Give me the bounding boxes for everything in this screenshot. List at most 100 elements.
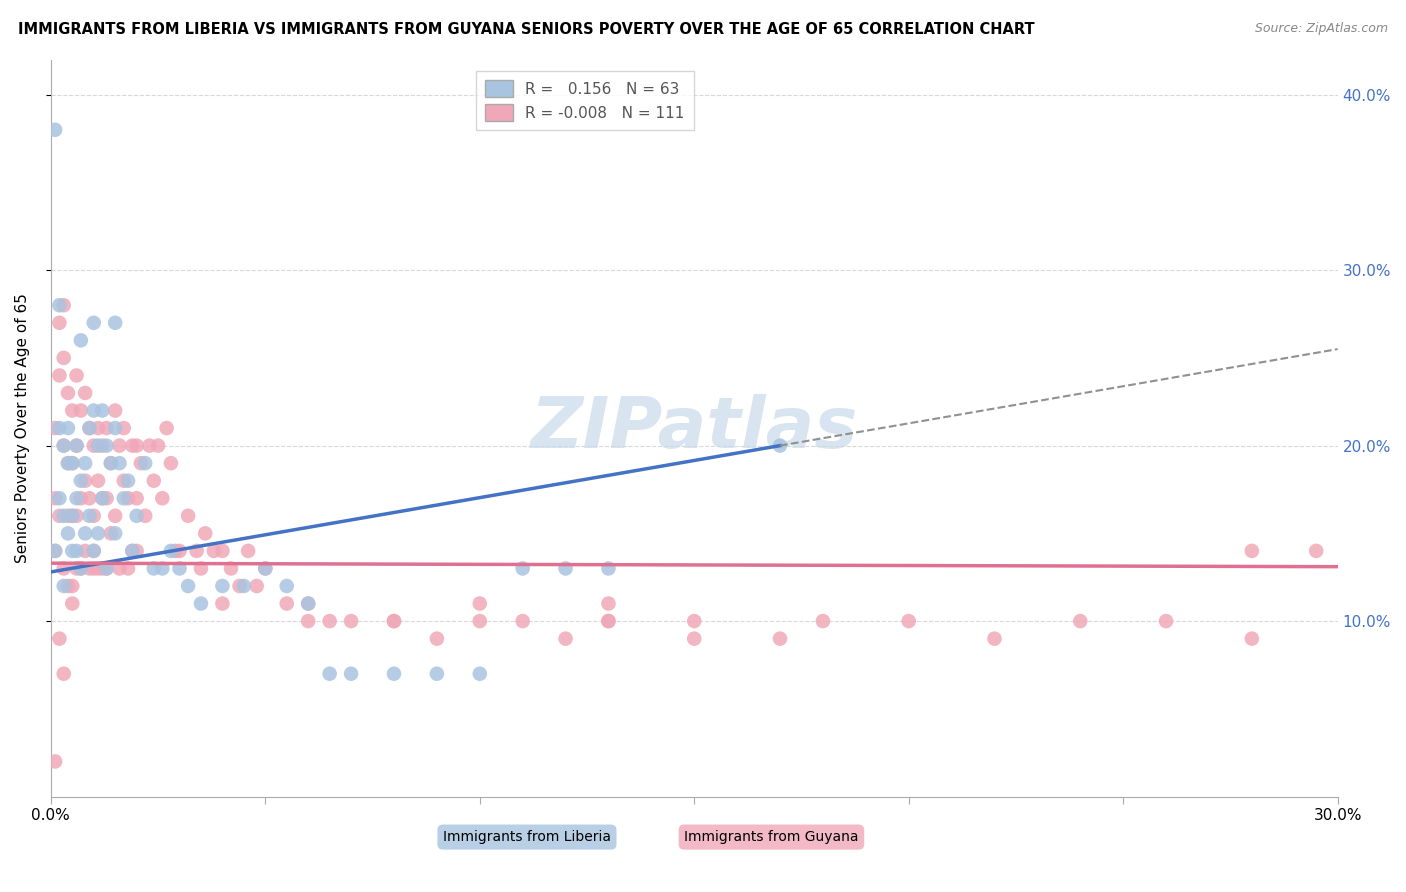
Point bbox=[79, 421, 101, 435]
Point bbox=[254, 561, 277, 575]
Point bbox=[96, 439, 118, 453]
Point bbox=[194, 526, 217, 541]
Point bbox=[468, 614, 491, 628]
Point bbox=[48, 316, 70, 330]
Point bbox=[96, 421, 118, 435]
Point bbox=[246, 579, 269, 593]
Point bbox=[190, 561, 212, 575]
Point bbox=[52, 351, 75, 365]
Point bbox=[108, 456, 131, 470]
Point bbox=[79, 508, 101, 523]
Point bbox=[811, 614, 834, 628]
Point bbox=[169, 544, 191, 558]
Point bbox=[87, 526, 110, 541]
Point bbox=[125, 544, 148, 558]
Point bbox=[117, 491, 139, 506]
Point bbox=[219, 561, 242, 575]
Point bbox=[60, 508, 83, 523]
Point bbox=[52, 666, 75, 681]
Point bbox=[156, 421, 179, 435]
Point bbox=[554, 561, 576, 575]
Point bbox=[52, 561, 75, 575]
Point bbox=[598, 597, 620, 611]
Point bbox=[52, 508, 75, 523]
Y-axis label: Seniors Poverty Over the Age of 65: Seniors Poverty Over the Age of 65 bbox=[15, 293, 30, 563]
Point bbox=[112, 474, 135, 488]
Point bbox=[340, 666, 363, 681]
Point bbox=[91, 491, 114, 506]
Point bbox=[44, 544, 66, 558]
Point bbox=[83, 439, 105, 453]
Point bbox=[56, 508, 79, 523]
Point bbox=[56, 456, 79, 470]
Point bbox=[769, 439, 792, 453]
Point bbox=[121, 544, 143, 558]
Point bbox=[134, 456, 156, 470]
Point bbox=[512, 561, 534, 575]
Point bbox=[318, 614, 340, 628]
Point bbox=[134, 508, 156, 523]
Point bbox=[1240, 544, 1263, 558]
Point bbox=[121, 439, 143, 453]
Point bbox=[112, 491, 135, 506]
Point bbox=[60, 579, 83, 593]
Point bbox=[104, 316, 127, 330]
Point bbox=[52, 579, 75, 593]
Point bbox=[44, 421, 66, 435]
Point bbox=[598, 614, 620, 628]
Point bbox=[125, 508, 148, 523]
Point bbox=[104, 421, 127, 435]
Point bbox=[70, 403, 93, 417]
Text: IMMIGRANTS FROM LIBERIA VS IMMIGRANTS FROM GUYANA SENIORS POVERTY OVER THE AGE O: IMMIGRANTS FROM LIBERIA VS IMMIGRANTS FR… bbox=[18, 22, 1035, 37]
Point bbox=[56, 456, 79, 470]
Point bbox=[125, 439, 148, 453]
Point bbox=[382, 666, 405, 681]
Point bbox=[70, 334, 93, 348]
Point bbox=[426, 632, 449, 646]
Point bbox=[276, 597, 298, 611]
Point bbox=[48, 491, 70, 506]
Point bbox=[186, 544, 208, 558]
Point bbox=[65, 508, 87, 523]
Point bbox=[79, 421, 101, 435]
Point bbox=[96, 491, 118, 506]
Point bbox=[75, 386, 97, 401]
Point bbox=[83, 544, 105, 558]
Point bbox=[117, 561, 139, 575]
Point bbox=[56, 386, 79, 401]
Point bbox=[91, 561, 114, 575]
Point bbox=[468, 597, 491, 611]
Text: Immigrants from Guyana: Immigrants from Guyana bbox=[685, 830, 859, 844]
Point bbox=[340, 614, 363, 628]
Point bbox=[177, 508, 200, 523]
Point bbox=[87, 561, 110, 575]
Point bbox=[87, 421, 110, 435]
Point bbox=[56, 421, 79, 435]
Point bbox=[87, 439, 110, 453]
Point bbox=[70, 561, 93, 575]
Point bbox=[598, 561, 620, 575]
Point bbox=[117, 474, 139, 488]
Point bbox=[48, 298, 70, 312]
Point bbox=[1305, 544, 1327, 558]
Text: Immigrants from Liberia: Immigrants from Liberia bbox=[443, 830, 612, 844]
Text: Source: ZipAtlas.com: Source: ZipAtlas.com bbox=[1254, 22, 1388, 36]
Point bbox=[60, 597, 83, 611]
Point bbox=[211, 544, 233, 558]
Point bbox=[104, 526, 127, 541]
Point bbox=[1154, 614, 1177, 628]
Point bbox=[297, 597, 319, 611]
Point bbox=[83, 316, 105, 330]
Point bbox=[150, 491, 173, 506]
Legend: R =   0.156   N = 63, R = -0.008   N = 111: R = 0.156 N = 63, R = -0.008 N = 111 bbox=[477, 71, 693, 130]
Point bbox=[125, 491, 148, 506]
Point bbox=[142, 561, 165, 575]
Point bbox=[48, 421, 70, 435]
Point bbox=[683, 632, 706, 646]
Point bbox=[70, 491, 93, 506]
Point bbox=[897, 614, 920, 628]
Point bbox=[65, 491, 87, 506]
Point bbox=[83, 561, 105, 575]
Point bbox=[232, 579, 254, 593]
Point bbox=[512, 614, 534, 628]
